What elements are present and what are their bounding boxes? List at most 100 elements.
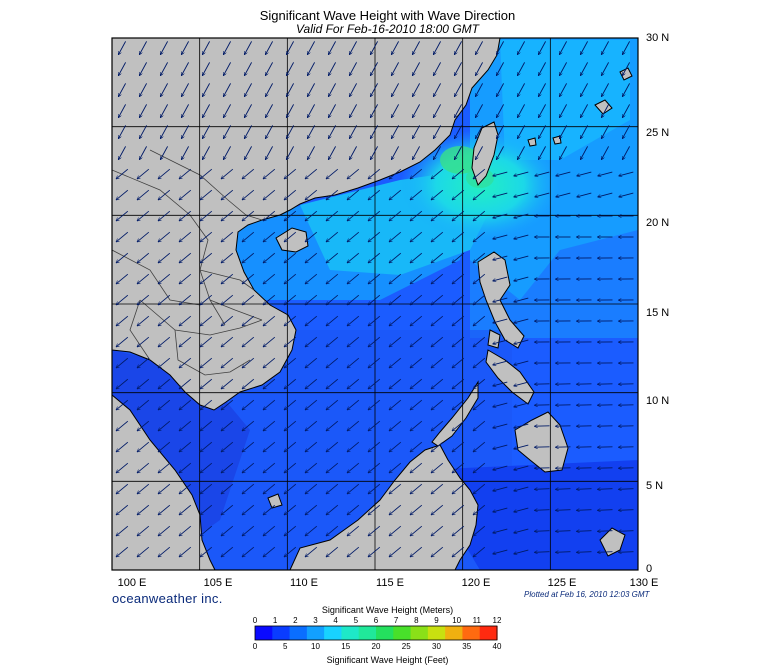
wave-direction-arrow xyxy=(221,378,234,389)
wave-direction-arrow xyxy=(514,486,529,491)
wave-direction-arrow xyxy=(326,462,339,473)
wave-direction-arrow xyxy=(223,83,231,96)
wave-direction-arrow xyxy=(535,489,550,490)
lon-label: 115 E xyxy=(376,577,404,589)
wave-direction-arrow xyxy=(137,357,150,368)
wave-direction-arrow xyxy=(475,62,483,75)
wave-direction-arrow xyxy=(242,504,255,515)
wave-direction-arrow xyxy=(263,399,276,410)
wave-direction-arrow xyxy=(200,294,213,305)
wave-direction-arrow xyxy=(452,441,465,452)
wave-direction-arrow xyxy=(389,399,402,410)
wave-direction-arrow xyxy=(598,552,613,553)
wave-direction-arrow xyxy=(263,168,276,179)
colorbar-frame xyxy=(254,625,498,641)
wave-direction-arrow xyxy=(368,273,381,284)
wave-direction-arrow xyxy=(559,125,567,138)
wave-direction-arrow xyxy=(244,104,252,117)
colorbar-swatch xyxy=(272,626,291,640)
wave-direction-arrow xyxy=(619,192,634,197)
wave-direction-arrow xyxy=(410,252,423,263)
wave-direction-arrow xyxy=(410,378,423,389)
wave-direction-arrow xyxy=(514,276,529,281)
wave-direction-arrow xyxy=(160,62,168,75)
wave-direction-arrow xyxy=(305,483,318,494)
colorbar-swatch xyxy=(410,626,429,640)
wave-direction-arrow xyxy=(514,255,529,260)
lat-label: 25 N xyxy=(646,127,670,139)
wave-direction-arrow xyxy=(493,339,508,344)
wave-direction-arrow xyxy=(452,399,465,410)
wave-direction-arrow xyxy=(328,125,336,138)
wave-direction-arrow xyxy=(433,104,441,117)
wave-direction-arrow xyxy=(242,525,255,536)
wave-direction-arrow xyxy=(514,213,529,218)
wave-direction-arrow xyxy=(284,315,297,326)
wave-direction-arrow xyxy=(473,336,486,347)
wave-direction-arrow xyxy=(431,399,444,410)
wave-direction-arrow xyxy=(368,252,381,263)
wave-direction-arrow xyxy=(242,315,255,326)
wave-direction-arrow xyxy=(473,378,486,389)
wave-direction-arrow xyxy=(179,273,192,284)
wave-direction-arrow xyxy=(535,552,550,553)
wave-direction-arrow xyxy=(389,525,402,536)
wave-direction-arrow xyxy=(202,62,210,75)
wave-direction-arrow xyxy=(202,146,210,159)
wave-direction-arrow xyxy=(305,378,318,389)
colorbar-feet-tick: 20 xyxy=(371,642,381,651)
wave-direction-arrow xyxy=(326,273,339,284)
colorbar-title-feet: Significant Wave Height (Feet) xyxy=(326,655,449,665)
wave-direction-arrow xyxy=(454,146,462,159)
wave-direction-arrow xyxy=(158,546,171,557)
wave-direction-arrow xyxy=(347,273,360,284)
wave-direction-arrow xyxy=(179,462,192,473)
wave-direction-arrow xyxy=(221,294,234,305)
colorbar-swatch xyxy=(445,626,464,640)
wave-direction-arrow xyxy=(347,231,360,242)
wave-direction-arrow xyxy=(200,441,213,452)
wave-direction-arrow xyxy=(160,104,168,117)
wave-direction-arrow xyxy=(347,189,360,200)
wave-direction-arrow xyxy=(242,357,255,368)
wave-direction-arrow xyxy=(577,510,592,511)
wave-direction-arrow xyxy=(242,210,255,221)
wave-direction-arrow xyxy=(473,441,486,452)
wave-direction-arrow xyxy=(452,273,465,284)
wave-direction-arrow xyxy=(598,489,613,490)
wave-direction-arrow xyxy=(200,315,213,326)
map-title: Significant Wave Height with Wave Direct… xyxy=(259,8,516,23)
wave-direction-arrow xyxy=(454,62,462,75)
colorbar-feet-tick: 10 xyxy=(311,642,320,651)
wave-direction-arrow xyxy=(305,462,318,473)
lon-label: 100 E xyxy=(117,577,147,589)
wave-direction-arrow xyxy=(601,41,609,54)
wave-direction-arrow xyxy=(284,462,297,473)
wave-direction-arrow xyxy=(305,294,318,305)
wave-direction-arrow xyxy=(412,41,420,54)
wave-direction-arrow xyxy=(514,444,529,449)
wave-direction-arrow xyxy=(473,357,486,368)
wave-direction-arrow xyxy=(158,273,171,284)
wave-direction-arrow xyxy=(221,168,234,179)
wave-direction-arrow xyxy=(389,315,402,326)
wave-direction-arrow xyxy=(410,462,423,473)
wave-direction-arrow xyxy=(493,402,508,407)
wave-direction-arrow xyxy=(431,546,444,557)
wave-direction-arrow xyxy=(179,441,192,452)
wave-direction-arrow xyxy=(328,146,336,159)
wave-direction-arrow xyxy=(326,357,339,368)
wave-direction-arrow xyxy=(598,171,613,176)
wave-direction-arrow xyxy=(242,546,255,557)
wave-direction-arrow xyxy=(347,315,360,326)
land xyxy=(112,38,633,570)
wave-direction-arrow xyxy=(223,41,231,54)
colorbar-meters-tick: 11 xyxy=(472,616,481,625)
wave-direction-arrow xyxy=(200,336,213,347)
wave-direction-arrow xyxy=(158,336,171,347)
wave-direction-arrow xyxy=(452,231,465,242)
wave-direction-arrow xyxy=(326,546,339,557)
wave-direction-arrow xyxy=(137,210,150,221)
colorbar-swatch xyxy=(479,626,498,640)
wave-direction-arrow xyxy=(473,168,486,179)
